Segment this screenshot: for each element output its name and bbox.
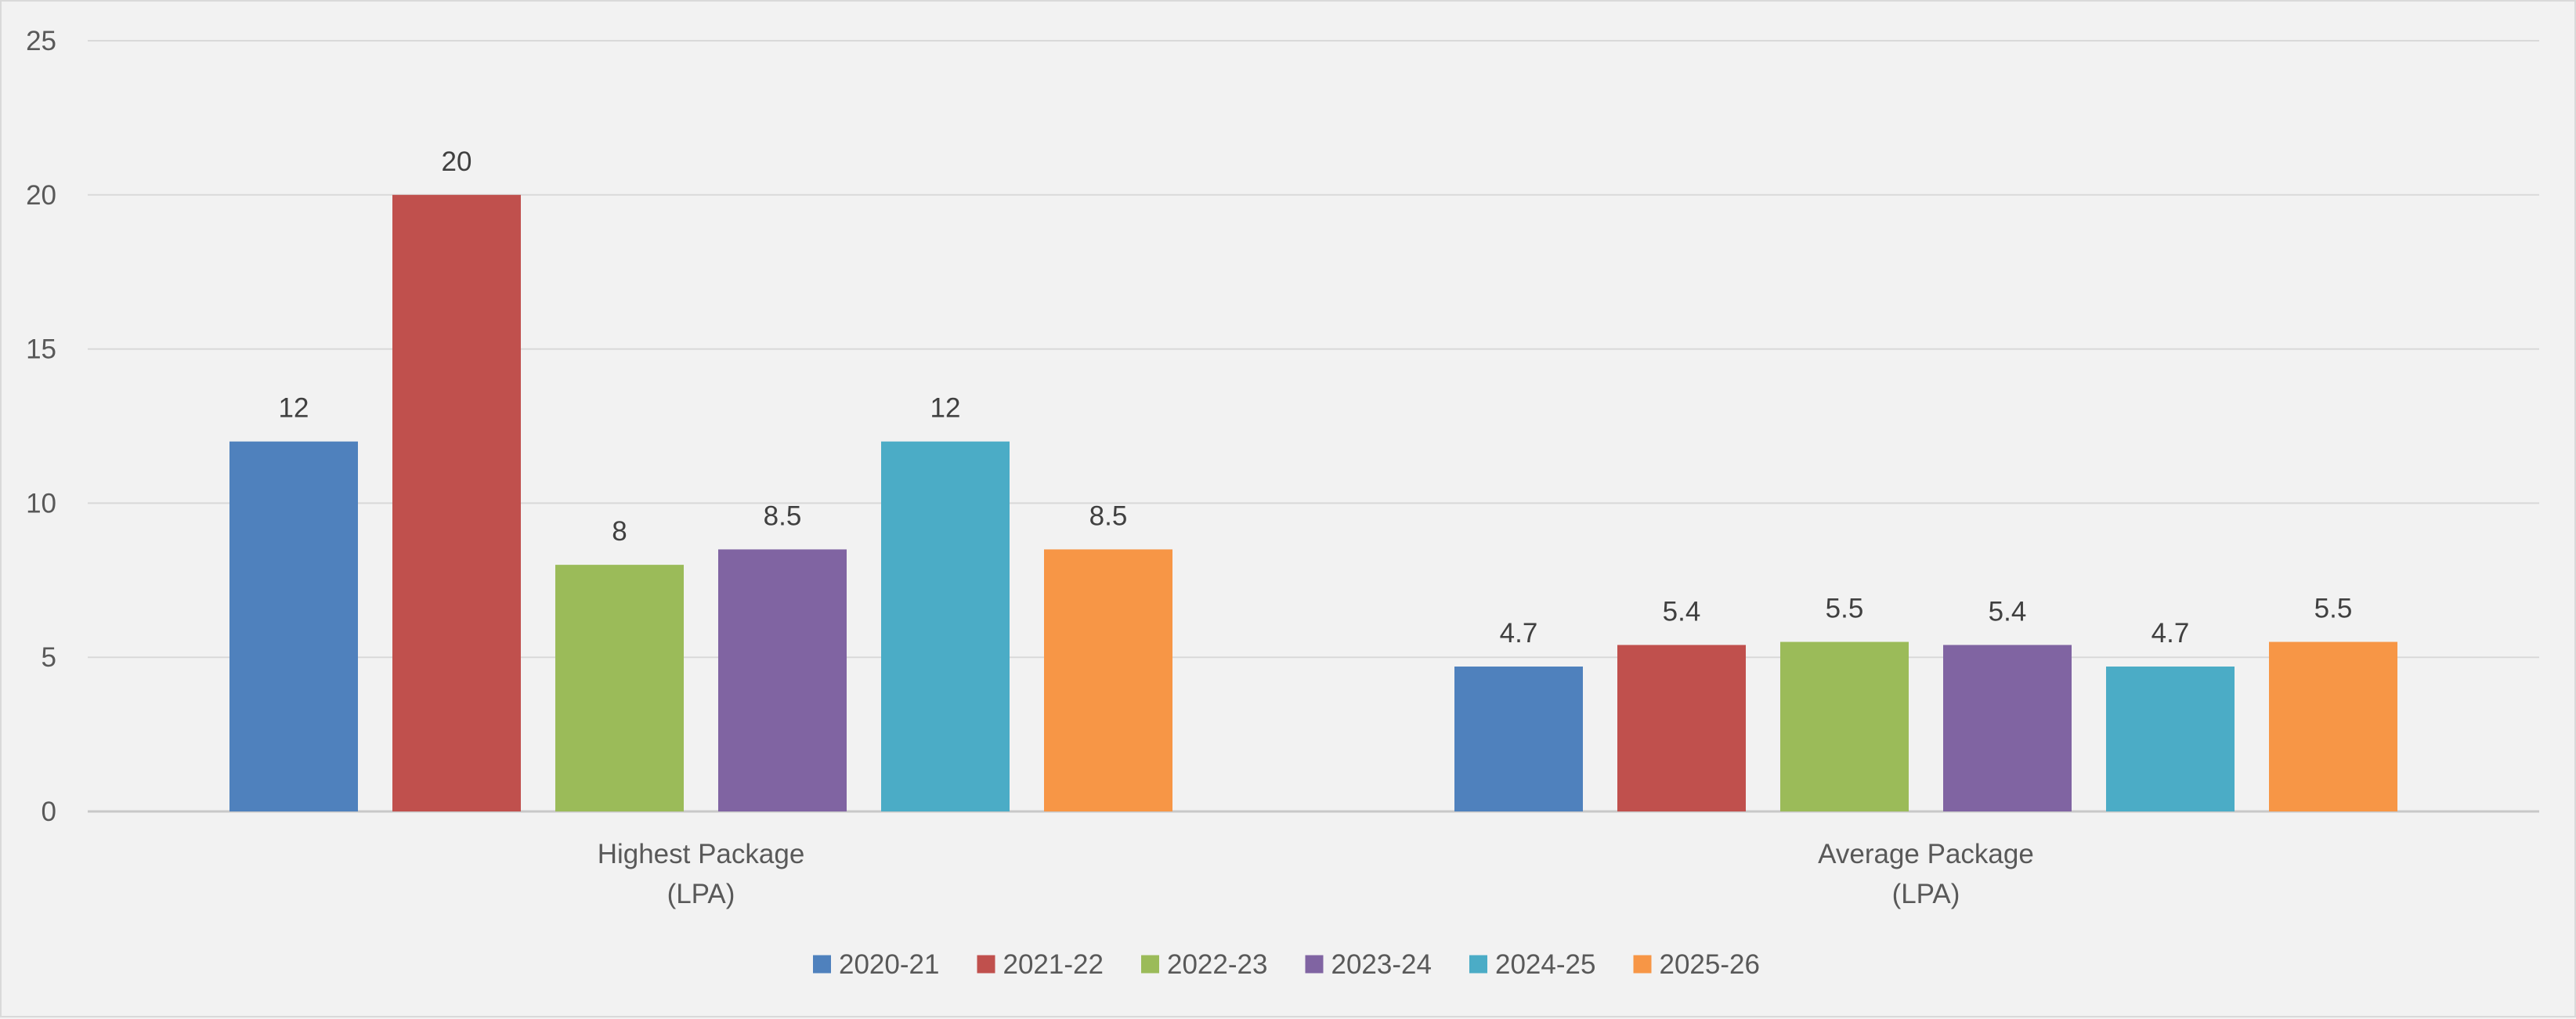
legend-swatch <box>1141 955 1159 974</box>
bar-2020-21 <box>229 441 358 811</box>
legend-swatch <box>1469 955 1487 974</box>
y-axis-tick-labels: 0 5 10 15 20 25 <box>26 26 56 827</box>
legend-label: 2022-23 <box>1167 949 1267 980</box>
bar-2022-23 <box>555 565 684 811</box>
bar-2024-25 <box>881 441 1010 811</box>
bar-2023-24 <box>1943 645 2072 811</box>
bar-2022-23 <box>1780 641 1909 811</box>
bar-2020-21 <box>1454 667 1583 811</box>
x-category-label: (LPA) <box>1892 879 1960 909</box>
legend-label: 2021-22 <box>1003 949 1104 980</box>
legend-label: 2024-25 <box>1495 949 1595 980</box>
data-label: 4.7 <box>1500 618 1538 649</box>
data-label: 5.4 <box>1989 596 2027 627</box>
legend-swatch <box>1305 955 1324 974</box>
data-label: 5.4 <box>1663 596 1701 627</box>
bar-2024-25 <box>2106 667 2235 811</box>
bar-2021-22 <box>392 194 521 812</box>
x-category-label: Highest Package <box>598 839 805 869</box>
y-tick-label: 0 <box>42 797 56 827</box>
data-label: 8.5 <box>764 500 802 531</box>
data-label: 5.5 <box>1826 594 1864 624</box>
y-tick-label: 20 <box>26 180 56 211</box>
x-category-label: (LPA) <box>667 879 735 909</box>
legend-label: 2025-26 <box>1660 949 1760 980</box>
data-label: 12 <box>930 393 961 424</box>
legend-swatch <box>1633 955 1652 974</box>
legend-label: 2020-21 <box>839 949 939 980</box>
data-label: 8 <box>612 516 627 547</box>
x-axis-category-labels: Highest Package (LPA) Average Package (LPA) <box>598 839 2034 909</box>
x-category-label: Average Package <box>1818 839 2034 869</box>
legend-swatch <box>977 955 995 974</box>
y-tick-label: 5 <box>42 642 56 673</box>
bar-2025-26 <box>2269 641 2397 811</box>
legend-swatch <box>813 955 831 974</box>
y-tick-label: 15 <box>26 334 56 365</box>
data-label: 20 <box>442 146 472 177</box>
legend: 2020-21 2021-22 2022-23 2023-24 2024-25 2025-… <box>813 949 1760 980</box>
y-tick-label: 10 <box>26 488 56 519</box>
legend-label: 2023-24 <box>1331 949 1432 980</box>
bar-2023-24 <box>718 549 847 811</box>
data-label: 4.7 <box>2151 618 2190 649</box>
data-label: 5.5 <box>2314 594 2353 624</box>
bar-2021-22 <box>1617 645 1746 811</box>
data-label: 8.5 <box>1089 500 1128 531</box>
bars <box>229 194 2397 812</box>
bar-2025-26 <box>1044 549 1172 811</box>
y-tick-label: 25 <box>26 26 56 56</box>
data-labels: 12 20 8 8.5 12 8.5 4.7 5.4 5.5 5.4 4.7 5.5 <box>279 146 2353 649</box>
data-label: 12 <box>279 393 309 424</box>
